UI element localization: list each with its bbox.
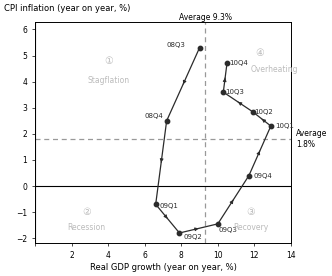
Text: 10Q2: 10Q2 <box>254 109 273 115</box>
Text: 08Q4: 08Q4 <box>144 113 163 119</box>
Text: Stagflation: Stagflation <box>87 76 129 85</box>
Text: ④: ④ <box>256 48 264 58</box>
Text: 10Q4: 10Q4 <box>229 60 248 67</box>
Text: 08Q3: 08Q3 <box>166 42 185 48</box>
Text: 09Q4: 09Q4 <box>253 172 272 179</box>
Text: Recovery: Recovery <box>233 223 268 232</box>
Text: 09Q2: 09Q2 <box>183 234 202 240</box>
Point <box>268 124 274 128</box>
Point <box>197 46 202 50</box>
Point <box>221 90 226 94</box>
Text: 10Q1: 10Q1 <box>276 123 294 129</box>
Text: 09Q1: 09Q1 <box>159 203 178 209</box>
Point <box>246 173 252 178</box>
Point <box>164 119 169 123</box>
Point <box>153 202 158 206</box>
Text: 09Q3: 09Q3 <box>219 227 238 233</box>
Point <box>177 231 182 235</box>
Text: ①: ① <box>104 56 113 66</box>
Text: ③: ③ <box>246 207 255 217</box>
Text: CPI inflation (year on year, %): CPI inflation (year on year, %) <box>4 4 131 13</box>
Text: Average 9.3%: Average 9.3% <box>179 13 231 22</box>
Text: Average
1.8%: Average 1.8% <box>296 129 328 149</box>
Text: ②: ② <box>82 207 91 217</box>
Text: 10Q3: 10Q3 <box>225 89 244 95</box>
Text: Overheating: Overheating <box>251 65 298 75</box>
Point <box>224 61 230 66</box>
Point <box>250 110 255 114</box>
X-axis label: Real GDP growth (year on year, %): Real GDP growth (year on year, %) <box>90 263 236 272</box>
Point <box>215 222 220 226</box>
Text: Recession: Recession <box>67 223 105 232</box>
